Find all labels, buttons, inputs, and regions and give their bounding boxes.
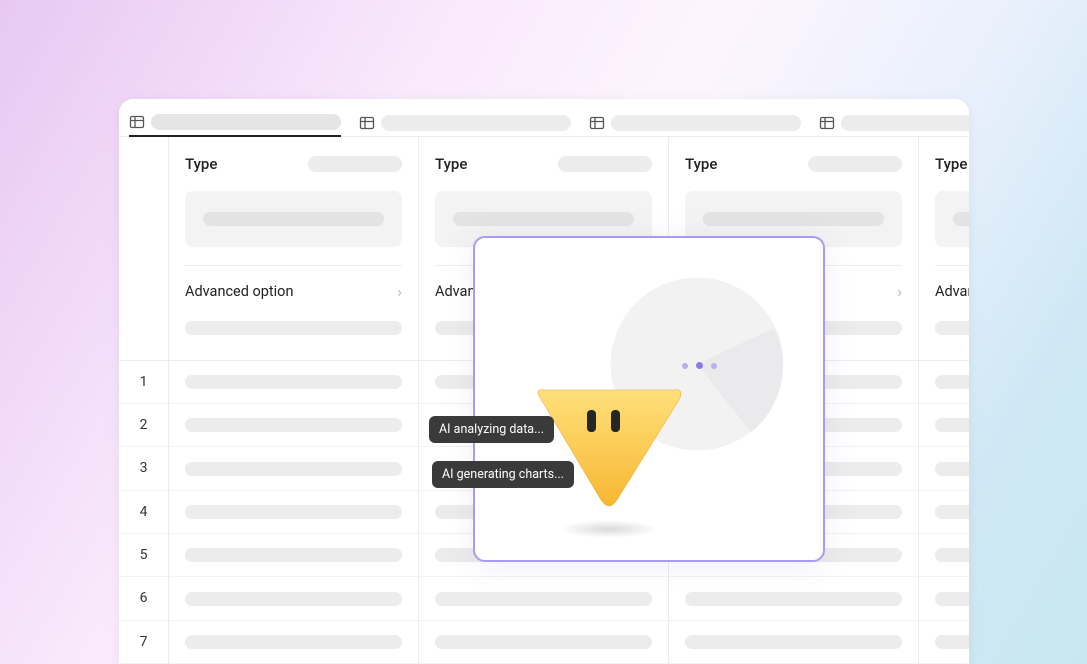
cell-placeholder xyxy=(185,375,402,389)
row-index: 5 xyxy=(119,534,168,577)
cell-placeholder xyxy=(185,592,402,606)
cell-placeholder xyxy=(185,462,402,476)
table-row[interactable] xyxy=(919,404,969,447)
table-row[interactable] xyxy=(169,404,418,447)
sheet-tab-4[interactable] xyxy=(819,109,969,137)
cell-placeholder xyxy=(185,505,402,519)
cell-placeholder xyxy=(685,592,902,606)
tab-label-placeholder xyxy=(381,115,571,131)
dot xyxy=(682,363,688,369)
formula-placeholder xyxy=(453,212,634,226)
type-label: Type xyxy=(935,155,967,173)
cell-placeholder xyxy=(935,375,969,389)
table-row[interactable] xyxy=(919,447,969,490)
type-label: Type xyxy=(435,155,467,173)
data-column: Type Advanced option › xyxy=(169,137,419,664)
advanced-option-toggle[interactable]: Advanced option › xyxy=(935,282,969,301)
row-index: 7 xyxy=(119,621,168,664)
ai-status-tooltip: AI generating charts... xyxy=(432,461,574,488)
table-row[interactable] xyxy=(669,621,918,664)
cell-placeholder xyxy=(935,548,969,562)
table-row[interactable] xyxy=(919,577,969,620)
tab-label-placeholder xyxy=(611,115,801,131)
divider xyxy=(935,265,969,266)
ai-status-tooltip: AI analyzing data... xyxy=(429,416,554,443)
table-row[interactable] xyxy=(169,534,418,577)
column-header: Type Advanced option › xyxy=(919,137,969,361)
cell-placeholder xyxy=(185,635,402,649)
cell-placeholder xyxy=(935,505,969,519)
table-row[interactable] xyxy=(169,621,418,664)
sheet-tab-2[interactable] xyxy=(359,109,571,137)
cell-placeholder xyxy=(435,635,652,649)
sheet-tab-3[interactable] xyxy=(589,109,801,137)
type-label: Type xyxy=(685,155,717,173)
row-index: 3 xyxy=(119,447,168,490)
table-icon xyxy=(129,114,145,130)
table-icon xyxy=(359,115,375,131)
tabs-bar xyxy=(119,99,969,137)
cell-placeholder xyxy=(185,548,402,562)
type-value-placeholder xyxy=(308,156,402,172)
cell-placeholder xyxy=(935,592,969,606)
type-label: Type xyxy=(185,155,217,173)
column-header: Type Advanced option › xyxy=(169,137,418,361)
row-index: 1 xyxy=(119,361,168,404)
table-row[interactable] xyxy=(169,361,418,404)
row-index-column: 1 2 3 4 5 6 7 xyxy=(119,137,169,664)
dot xyxy=(711,363,717,369)
type-row: Type xyxy=(685,155,902,173)
table-row[interactable] xyxy=(919,534,969,577)
table-row[interactable] xyxy=(669,577,918,620)
row-index: 6 xyxy=(119,577,168,620)
type-value-placeholder xyxy=(808,156,902,172)
table-row[interactable] xyxy=(169,577,418,620)
type-row: Type xyxy=(435,155,652,173)
type-row: Type xyxy=(935,155,969,173)
loading-dots-icon xyxy=(682,362,717,369)
table-icon xyxy=(819,115,835,131)
cell-placeholder xyxy=(685,635,902,649)
row-index: 4 xyxy=(119,491,168,534)
table-row[interactable] xyxy=(919,491,969,534)
table-row[interactable] xyxy=(169,491,418,534)
formula-placeholder xyxy=(953,212,969,226)
table-row[interactable] xyxy=(169,447,418,490)
sheet-tab-1[interactable] xyxy=(129,109,341,137)
formula-input[interactable] xyxy=(185,191,402,247)
row-index: 2 xyxy=(119,404,168,447)
cell-placeholder xyxy=(185,418,402,432)
advanced-option-toggle[interactable]: Advanced option › xyxy=(185,282,402,301)
formula-input[interactable] xyxy=(935,191,969,247)
sub-placeholder xyxy=(185,321,402,335)
divider xyxy=(185,265,402,266)
cell-placeholder xyxy=(935,635,969,649)
dot xyxy=(696,362,703,369)
formula-placeholder xyxy=(703,212,884,226)
tab-label-placeholder xyxy=(151,114,341,130)
table-icon xyxy=(589,115,605,131)
tab-label-placeholder xyxy=(841,115,969,131)
sub-placeholder xyxy=(935,321,969,335)
type-row: Type xyxy=(185,155,402,173)
mascot-shadow xyxy=(559,520,659,538)
chevron-right-icon: › xyxy=(897,282,902,301)
data-column: Type Advanced option › xyxy=(919,137,969,664)
cell-placeholder xyxy=(935,418,969,432)
table-row[interactable] xyxy=(419,621,668,664)
formula-placeholder xyxy=(203,212,384,226)
table-row[interactable] xyxy=(919,621,969,664)
chevron-right-icon: › xyxy=(397,282,402,301)
table-row[interactable] xyxy=(919,361,969,404)
advanced-label: Advanced option xyxy=(185,283,293,300)
advanced-label: Advanced option xyxy=(935,283,969,300)
ai-chart-overlay xyxy=(473,236,825,562)
cell-placeholder xyxy=(435,592,652,606)
index-header-spacer xyxy=(119,137,168,361)
table-row[interactable] xyxy=(419,577,668,620)
type-value-placeholder xyxy=(558,156,652,172)
cell-placeholder xyxy=(935,462,969,476)
